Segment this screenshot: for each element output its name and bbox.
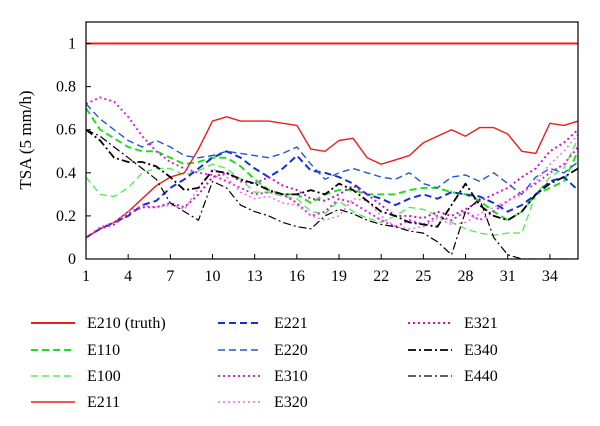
y-tick-label: 0.6 [56, 122, 76, 139]
y-axis-title: TSA (5 mm/h) [16, 90, 35, 189]
x-tick-label: 16 [289, 268, 305, 285]
legend-label-e310: E310 [274, 368, 308, 385]
legend-label-e210-truth: E210 (truth) [87, 315, 166, 332]
x-tick-label: 1 [82, 268, 90, 285]
axis-ticks: 1 4 7 10 13 16 19 22 25 28 31 34 0 0.2 0.4 0.6 0.8 1 [56, 36, 558, 285]
x-tick-label: 13 [247, 268, 263, 285]
legend-label-e440: E440 [464, 368, 498, 385]
series-line-e220 [86, 103, 578, 196]
legend-label-e340: E340 [464, 342, 498, 359]
x-tick-label: 7 [166, 268, 174, 285]
x-tick-label: 10 [205, 268, 221, 285]
series-line-e211 [86, 116, 578, 239]
series-line-e320 [86, 133, 578, 239]
y-tick-label: 0 [68, 251, 76, 268]
y-tick-label: 0.8 [56, 79, 76, 96]
legend-label-e320: E320 [274, 394, 308, 411]
series-line-e221 [86, 150, 578, 239]
series-line-e110 [86, 107, 578, 222]
legend: E210 (truth) E110 E100 E211 E221 E220 E310 E320… [31, 315, 498, 411]
legend-label-e221: E221 [274, 315, 308, 332]
x-tick-label: 31 [500, 268, 516, 285]
series-layer [86, 42, 578, 259]
x-tick-label: 28 [458, 268, 474, 285]
series-line-e440 [86, 129, 578, 259]
y-tick-label: 1 [68, 36, 76, 53]
x-tick-label: 25 [415, 268, 431, 285]
y-tick-label: 0.2 [56, 208, 76, 225]
x-tick-label: 22 [373, 268, 389, 285]
x-tick-label: 19 [331, 268, 347, 285]
x-tick-label: 34 [542, 268, 558, 285]
series-line-e340 [86, 128, 578, 228]
y-tick-label: 0.4 [56, 165, 76, 182]
legend-label-e220: E220 [274, 342, 308, 359]
plot-area-frame [85, 21, 579, 260]
legend-label-e321: E321 [464, 315, 498, 332]
legend-label-e110: E110 [87, 342, 120, 359]
series-line-e310 [86, 96, 578, 228]
series-line-e321 [86, 128, 578, 239]
x-tick-label: 4 [124, 268, 132, 285]
legend-label-e100: E100 [87, 368, 121, 385]
series-line-e100 [86, 138, 578, 237]
legend-label-e211: E211 [87, 394, 120, 411]
